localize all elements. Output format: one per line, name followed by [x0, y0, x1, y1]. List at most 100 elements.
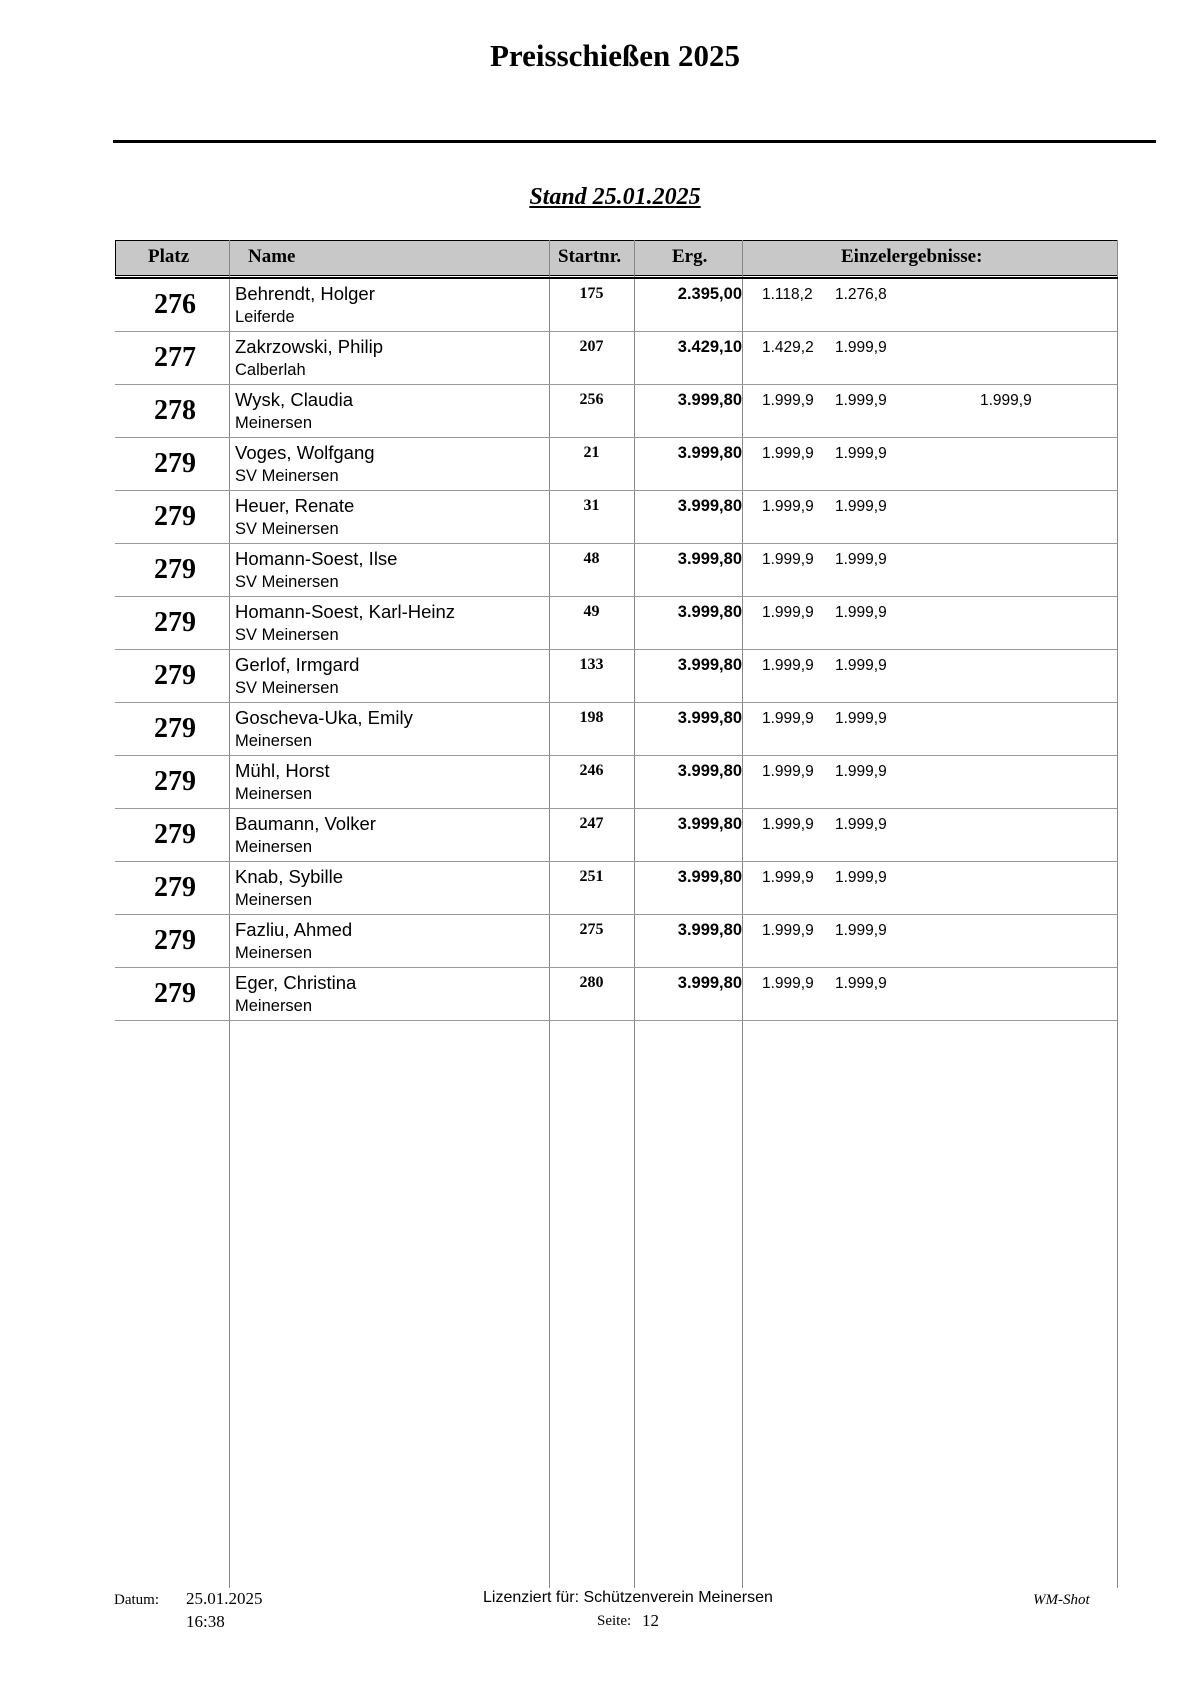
single-result-2: 1.999,9	[835, 763, 887, 780]
single-result-2: 1.999,9	[835, 551, 887, 568]
shooter-name: Voges, Wolfgang	[235, 442, 375, 463]
shooter-name: Gerlof, Irmgard	[235, 654, 360, 675]
platz: 279	[154, 819, 196, 850]
result-total: 3.999,80	[677, 497, 742, 515]
platz: 279	[154, 713, 196, 744]
single-result-2: 1.999,9	[835, 710, 887, 727]
platz: 279	[154, 660, 196, 691]
shooter-name: Knab, Sybille	[235, 866, 343, 887]
table-row: 279 Baumann, Volker Meinersen 247 3.999,…	[115, 809, 1118, 862]
club-name: Leiferde	[235, 308, 295, 326]
single-result-1: 1.999,9	[762, 710, 814, 727]
start-number: 275	[579, 921, 604, 938]
table-row: 279 Goscheva-Uka, Emily Meinersen 198 3.…	[115, 703, 1118, 756]
platz: 279	[154, 872, 196, 903]
result-total: 3.999,80	[677, 815, 742, 833]
single-result-2: 1.999,9	[835, 339, 887, 356]
start-number: 247	[579, 815, 604, 832]
single-result-2: 1.999,9	[835, 816, 887, 833]
single-result-2: 1.999,9	[835, 498, 887, 515]
result-total: 3.999,80	[677, 762, 742, 780]
table-row: 279 Heuer, Renate SV Meinersen 31 3.999,…	[115, 491, 1118, 544]
shooter-name: Fazliu, Ahmed	[235, 919, 353, 940]
shooter-name: Heuer, Renate	[235, 495, 355, 516]
club-name: Calberlah	[235, 361, 306, 379]
platz: 278	[154, 395, 196, 426]
shooter-name: Wysk, Claudia	[235, 389, 354, 410]
start-number: 256	[579, 391, 604, 408]
page-number: 12	[642, 1611, 659, 1630]
result-total: 3.429,10	[677, 338, 742, 356]
club-name: SV Meinersen	[235, 573, 339, 591]
club-name: Meinersen	[235, 785, 313, 803]
single-result-1: 1.999,9	[762, 816, 814, 833]
single-result-3: 1.999,9	[980, 392, 1032, 409]
single-result-2: 1.999,9	[835, 922, 887, 939]
result-total: 3.999,80	[677, 974, 742, 992]
result-total: 3.999,80	[677, 444, 742, 462]
platz: 279	[154, 766, 196, 797]
single-result-1: 1.999,9	[762, 763, 814, 780]
header-name: Name	[248, 246, 296, 267]
table-row: 279 Homann-Soest, Ilse SV Meinersen 48 3…	[115, 544, 1118, 597]
table-row: 279 Fazliu, Ahmed Meinersen 275 3.999,80…	[115, 915, 1118, 968]
single-result-1: 1.999,9	[762, 445, 814, 462]
page-title: Preisschießen 2025	[490, 38, 740, 73]
single-result-2: 1.999,9	[835, 392, 887, 409]
header-startnr: Startnr.	[558, 246, 622, 267]
start-number: 251	[579, 868, 604, 885]
shooter-name: Homann-Soest, Ilse	[235, 548, 398, 569]
start-number: 133	[579, 656, 604, 673]
license-text: Lizenziert für: Schützenverein Meinersen	[483, 1589, 773, 1606]
platz: 279	[154, 607, 196, 638]
result-total: 3.999,80	[677, 656, 742, 674]
result-total: 3.999,80	[677, 550, 742, 568]
single-result-1: 1.999,9	[762, 922, 814, 939]
club-name: SV Meinersen	[235, 520, 339, 538]
platz: 276	[154, 289, 196, 320]
start-number: 21	[583, 444, 600, 461]
single-result-2: 1.999,9	[835, 975, 887, 992]
club-name: Meinersen	[235, 891, 313, 909]
club-name: SV Meinersen	[235, 467, 339, 485]
table-row: 277 Zakrzowski, Philip Calberlah 207 3.4…	[115, 332, 1118, 385]
platz: 279	[154, 501, 196, 532]
shooter-name: Eger, Christina	[235, 972, 357, 993]
shooter-name: Baumann, Volker	[235, 813, 376, 834]
platz: 279	[154, 554, 196, 585]
single-result-1: 1.999,9	[762, 604, 814, 621]
table-header: Platz Name Startnr. Erg. Einzelergebniss…	[115, 240, 1118, 276]
single-result-2: 1.276,8	[835, 286, 887, 303]
header-einzel: Einzelergebnisse:	[841, 246, 983, 267]
page-label: Seite:	[597, 1613, 632, 1629]
single-result-2: 1.999,9	[835, 604, 887, 621]
single-result-1: 1.999,9	[762, 392, 814, 409]
header-platz: Platz	[148, 246, 190, 267]
club-name: SV Meinersen	[235, 679, 339, 697]
shooter-name: Mühl, Horst	[235, 760, 330, 781]
single-result-1: 1.999,9	[762, 551, 814, 568]
start-number: 31	[583, 497, 600, 514]
shooter-name: Zakrzowski, Philip	[235, 336, 384, 357]
platz: 277	[154, 342, 196, 373]
table-row: 279 Gerlof, Irmgard SV Meinersen 133 3.9…	[115, 650, 1118, 703]
club-name: SV Meinersen	[235, 626, 339, 644]
start-number: 207	[579, 338, 604, 355]
platz: 279	[154, 978, 196, 1009]
result-total: 3.999,80	[677, 921, 742, 939]
single-result-1: 1.118,2	[762, 286, 813, 303]
table-row: 276 Behrendt, Holger Leiferde 175 2.395,…	[115, 277, 1118, 332]
club-name: Meinersen	[235, 732, 313, 750]
table-row: 279 Homann-Soest, Karl-Heinz SV Meinerse…	[115, 597, 1118, 650]
software-name: WM-Shot	[1033, 1592, 1090, 1608]
start-number: 280	[579, 974, 604, 991]
header-erg: Erg.	[672, 246, 708, 267]
result-total: 2.395,00	[677, 285, 742, 303]
club-name: Meinersen	[235, 944, 313, 962]
club-name: Meinersen	[235, 838, 313, 856]
single-result-1: 1.999,9	[762, 498, 814, 515]
table-row: 279 Mühl, Horst Meinersen 246 3.999,80 1…	[115, 756, 1118, 809]
single-result-1: 1.999,9	[762, 975, 814, 992]
club-name: Meinersen	[235, 414, 313, 432]
result-total: 3.999,80	[677, 709, 742, 727]
